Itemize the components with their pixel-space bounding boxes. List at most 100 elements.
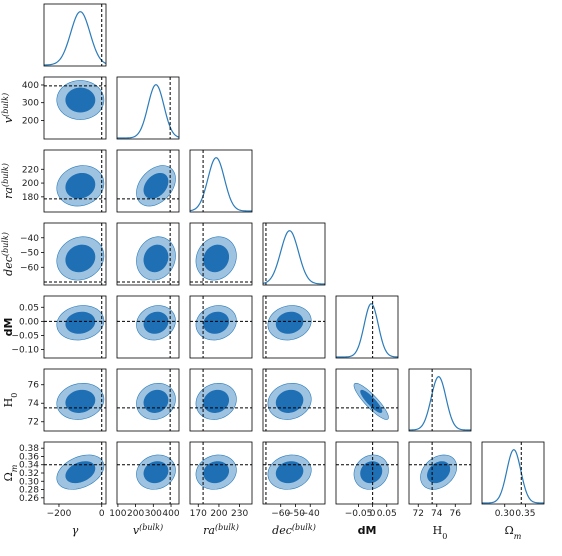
panel-H0-vs-dM xyxy=(335,368,399,432)
x-tick-label: 72 xyxy=(413,509,424,519)
y-tick-label: 300 xyxy=(22,99,39,109)
y-axis-label-ra_bulk: ra(bulk) xyxy=(1,163,16,199)
x-tick-label: 0 xyxy=(370,509,376,519)
x-axis-label-v_bulk: v(bulk) xyxy=(133,523,163,538)
panel-frame xyxy=(262,295,326,359)
panel-frame xyxy=(116,295,180,359)
marginal-curve-v_bulk xyxy=(117,84,179,139)
panel-dM-vs-ra_bulk xyxy=(189,295,253,359)
panel-frame xyxy=(116,222,180,286)
y-tick-label: 0.05 xyxy=(19,303,39,313)
y-tick-label: 0.30 xyxy=(19,477,39,487)
panel-frame xyxy=(43,3,107,67)
panel-dec_bulk-vs-v_bulk xyxy=(116,222,180,286)
panel-dM-vs-v_bulk xyxy=(116,295,180,359)
panel-Om-vs-dM xyxy=(335,441,399,505)
x-tick-label: 200 xyxy=(127,509,144,519)
panel-H0-vs-gamma xyxy=(43,368,107,432)
panel-frame xyxy=(262,222,326,286)
contour-68 xyxy=(143,389,169,413)
panel-frame xyxy=(189,222,253,286)
panel-frame xyxy=(335,368,399,432)
panel-v_bulk-vs-gamma xyxy=(43,76,107,140)
panel-ra_bulk-vs-ra_bulk xyxy=(189,149,253,213)
contour-68 xyxy=(427,461,451,484)
contour-68 xyxy=(143,311,169,334)
x-tick-label: −40 xyxy=(301,509,320,519)
y-tick-label: 200 xyxy=(22,179,39,189)
marginal-curve-dM xyxy=(336,303,398,358)
panel-frame xyxy=(116,368,180,432)
contour-68 xyxy=(275,389,304,413)
panel-frame xyxy=(43,368,107,432)
contour-68 xyxy=(275,461,304,484)
x-tick-label: −0.05 xyxy=(345,509,373,519)
panel-frame xyxy=(189,295,253,359)
x-axis-label-ra_bulk: ra(bulk) xyxy=(203,523,239,538)
panel-dM-vs-dM xyxy=(335,295,399,359)
contour-68 xyxy=(65,244,96,273)
panel-dM-vs-gamma xyxy=(43,295,107,359)
y-axis-label-H0: H0 xyxy=(2,393,19,408)
x-axis-label-H0: H0 xyxy=(433,524,448,541)
x-tick-label: 100 xyxy=(109,509,126,519)
x-tick-label: 230 xyxy=(231,509,248,519)
panel-Om-vs-H0 xyxy=(408,441,472,505)
panel-frame xyxy=(262,441,326,505)
y-tick-label: 0.36 xyxy=(19,452,39,462)
panel-frame xyxy=(116,441,180,505)
panel-ra_bulk-vs-v_bulk xyxy=(116,149,180,213)
y-tick-label: 0.00 xyxy=(19,317,39,327)
x-axis-label-Om: Ωm xyxy=(505,524,522,541)
x-tick-label: 0 xyxy=(99,509,105,519)
y-tick-label: 0.38 xyxy=(19,444,39,454)
y-tick-label: 400 xyxy=(22,81,39,91)
x-tick-label: 0.35 xyxy=(515,509,535,519)
x-tick-label: 76 xyxy=(450,509,462,519)
panel-frame xyxy=(335,295,399,359)
x-tick-label: −60 xyxy=(271,509,290,519)
contour-68 xyxy=(65,311,96,334)
panel-ra_bulk-vs-gamma xyxy=(43,149,107,213)
contour-68 xyxy=(203,244,230,273)
contour-68 xyxy=(143,244,169,273)
contour-68 xyxy=(65,172,96,199)
panel-Om-vs-gamma xyxy=(43,441,107,505)
x-tick-label: −200 xyxy=(47,509,72,519)
y-axis-label-Om: Ωm xyxy=(2,464,19,481)
panel-H0-vs-dec_bulk xyxy=(262,368,326,432)
y-tick-label: −0.05 xyxy=(11,331,39,341)
y-tick-label: 74 xyxy=(28,399,40,409)
panel-frame xyxy=(116,76,180,140)
panel-frame xyxy=(262,368,326,432)
contour-68 xyxy=(143,172,169,199)
panel-frame xyxy=(43,149,107,213)
x-tick-label: 400 xyxy=(162,509,179,519)
x-axis-label-dec_bulk: dec(bulk) xyxy=(272,523,316,538)
x-tick-label: 0.30 xyxy=(495,509,515,519)
marginal-curve-Om xyxy=(482,449,544,504)
panel-frame xyxy=(189,368,253,432)
x-tick-label: 170 xyxy=(190,509,207,519)
contour-68 xyxy=(360,389,383,413)
panel-frame xyxy=(408,368,472,432)
y-tick-label: −60 xyxy=(20,263,39,273)
contour-68 xyxy=(143,461,169,484)
x-tick-label: −50 xyxy=(286,509,305,519)
panel-frame xyxy=(335,441,399,505)
x-tick-label: 200 xyxy=(210,509,227,519)
panel-dec_bulk-vs-ra_bulk xyxy=(189,222,253,286)
y-tick-label: 76 xyxy=(28,381,40,391)
panel-Om-vs-ra_bulk xyxy=(189,441,253,505)
contour-68 xyxy=(65,389,96,413)
panel-frame xyxy=(43,295,107,359)
y-axis-label-v_bulk: v(bulk) xyxy=(1,93,16,123)
panel-frame xyxy=(189,441,253,505)
y-tick-label: 0.28 xyxy=(19,486,39,496)
y-tick-label: 0.26 xyxy=(19,494,39,504)
y-axis-label-dec_bulk: dec(bulk) xyxy=(1,232,16,276)
panel-Om-vs-Om xyxy=(481,441,545,505)
panel-dM-vs-dec_bulk xyxy=(262,295,326,359)
